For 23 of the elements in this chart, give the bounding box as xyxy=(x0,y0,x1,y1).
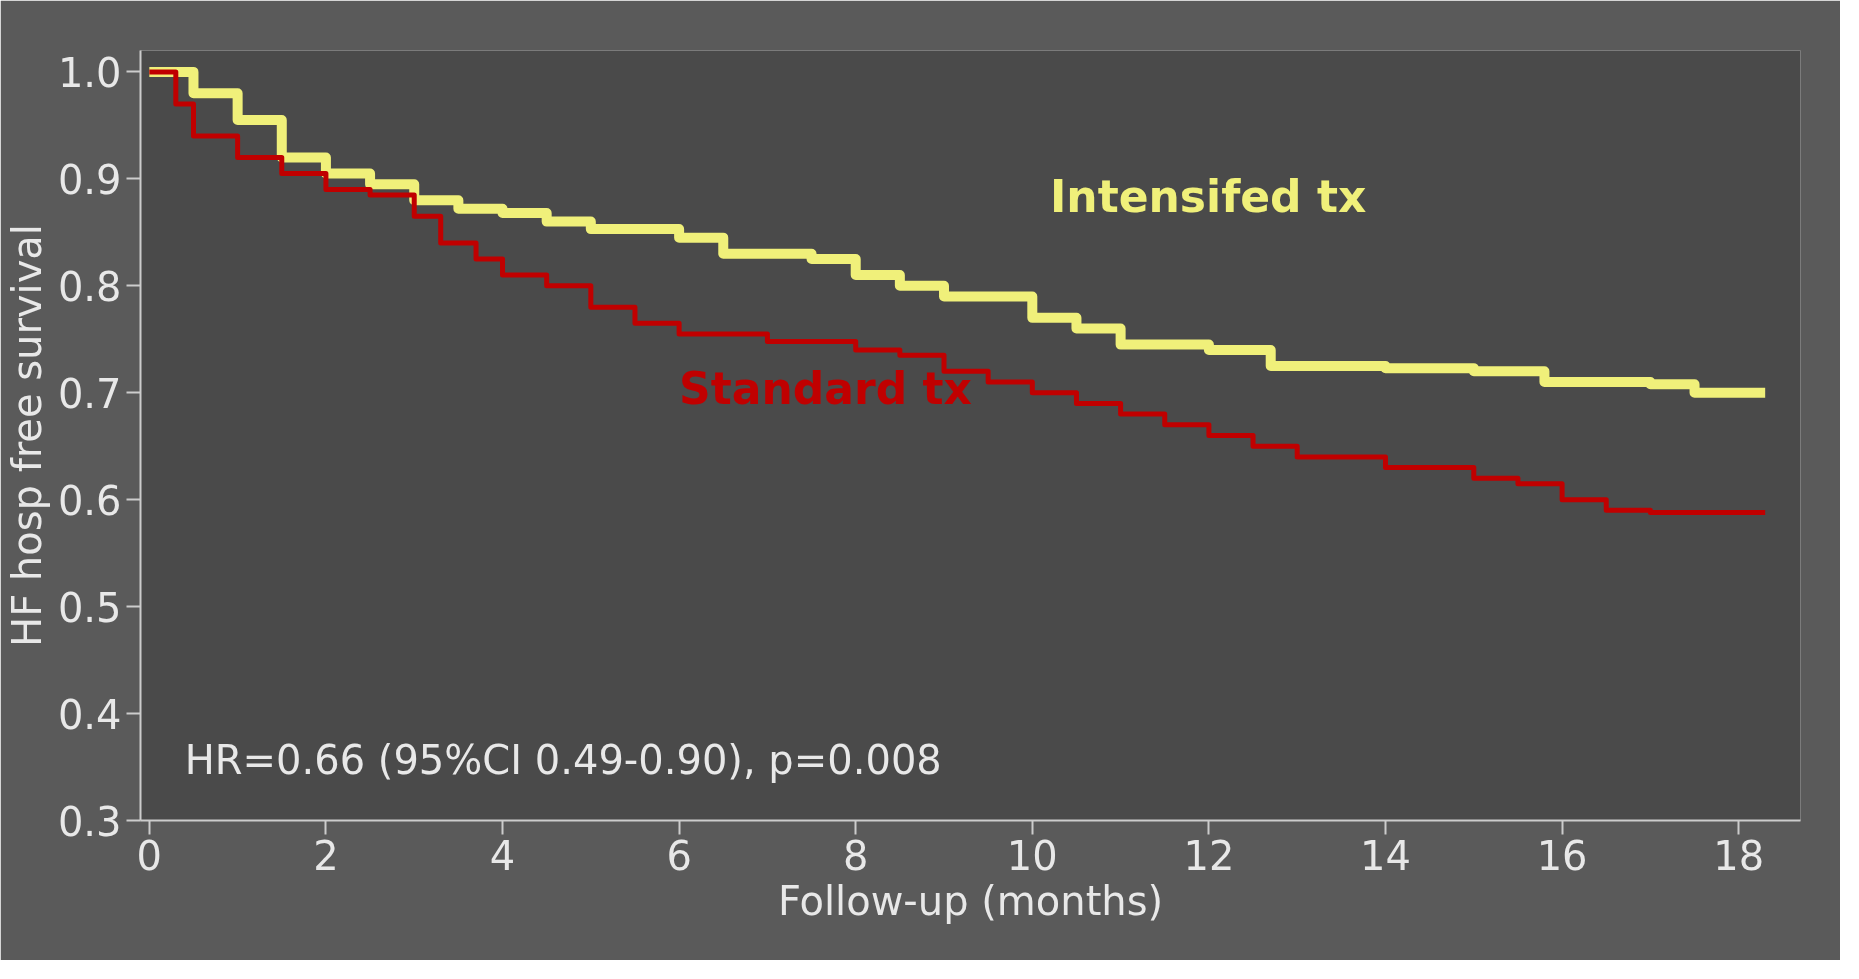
x-tick-label: 4 xyxy=(489,832,516,879)
y-tick-label: 0.7 xyxy=(57,370,122,417)
y-tick-label: 0.8 xyxy=(57,263,122,310)
x-tick-label: 14 xyxy=(1360,832,1411,879)
x-axis-title: Follow-up (months) xyxy=(777,877,1164,924)
y-tick-label: 1.0 xyxy=(57,49,122,96)
x-tick-label: 6 xyxy=(666,832,692,879)
y-tick-label: 0.5 xyxy=(57,584,122,631)
y-tick-label: 0.9 xyxy=(57,156,122,203)
y-tick-label: 0.4 xyxy=(57,691,122,738)
x-tick-label: 12 xyxy=(1183,832,1235,879)
series-label: Standard tx xyxy=(679,363,972,415)
annotation: HR=0.66 (95%CI 0.49-0.90), p=0.008 xyxy=(184,737,942,784)
x-tick-label: 8 xyxy=(842,832,869,879)
x-tick-label: 0 xyxy=(136,832,163,879)
series-label: Intensifed tx xyxy=(1049,170,1367,222)
y-tick-label: 0.6 xyxy=(57,477,122,524)
y-axis-title: HF hosp free survival xyxy=(3,224,50,647)
x-tick-label: 2 xyxy=(313,832,339,879)
x-tick-label: 18 xyxy=(1713,832,1765,879)
y-tick-label: 0.3 xyxy=(57,798,122,845)
x-tick-label: 16 xyxy=(1536,832,1588,879)
x-tick-label: 10 xyxy=(1006,832,1058,879)
